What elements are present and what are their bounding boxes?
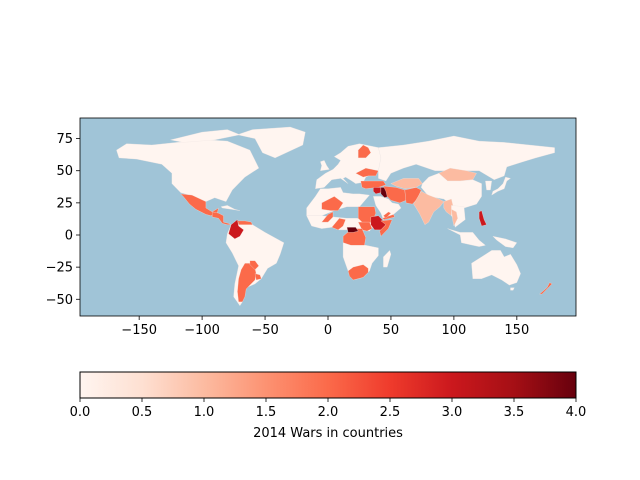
region-thailand: [451, 209, 458, 227]
colorbar-label: 2014 Wars in countries: [253, 426, 403, 441]
colorbar-tick-label: 0.5: [132, 405, 153, 420]
colorbar-tick-label: 4.0: [566, 405, 587, 420]
region-yemen: [381, 214, 395, 220]
x-tick-label: −100: [184, 323, 220, 338]
region-philippines: [478, 210, 487, 227]
y-tick-label: −50: [46, 293, 73, 308]
x-tick-label: −50: [251, 323, 278, 338]
region-south-africa: [347, 264, 369, 281]
colorbar-tick-label: 1.0: [194, 405, 215, 420]
region-madagascar: [383, 250, 392, 268]
region-yemen-small: [383, 211, 392, 219]
region-india: [413, 191, 445, 225]
region-somalia: [379, 219, 393, 237]
colorbar-tick-label: 0.0: [70, 405, 91, 420]
region-car-region: [346, 227, 359, 233]
region-british-isles: [320, 160, 330, 171]
y-tick-label: 75: [56, 132, 73, 147]
region-mali-region: [321, 211, 334, 223]
colorbar-tick-label: 2.0: [318, 405, 339, 420]
region-colombia: [228, 219, 244, 240]
map-regions: [116, 126, 555, 306]
region-new-zealand: [539, 282, 553, 295]
region-nigeria-region: [331, 218, 346, 231]
region-arabia: [373, 196, 402, 220]
region-paraguay: [249, 260, 259, 270]
x-tick-label: −150: [121, 323, 157, 338]
region-iran: [383, 185, 407, 204]
region-australia: [471, 250, 521, 286]
y-tick-label: 25: [56, 196, 73, 211]
region-russia-asia: [378, 135, 555, 182]
colorbar-tick-label: 2.5: [380, 405, 401, 420]
region-new-guinea: [492, 236, 518, 249]
y-tick-label: 0: [65, 229, 73, 244]
x-tick-label: 150: [504, 323, 529, 338]
x-tick-label: 50: [383, 323, 400, 338]
y-tick-label: −25: [46, 261, 73, 276]
region-libya: [321, 196, 344, 211]
region-tasmania: [510, 287, 515, 291]
region-canadian-arctic: [170, 129, 241, 143]
region-malaysia-indonesia: [447, 228, 486, 247]
y-tick-label: 50: [56, 164, 73, 179]
region-korea: [485, 180, 492, 191]
region-ukraine: [355, 167, 379, 178]
region-turkey-region: [373, 187, 382, 195]
region-ukraine-caucasus: [360, 180, 387, 189]
colorbar-axis: 0.0 0.5 1.0 1.5 2.0 2.5 3.0 3.5 4.0: [70, 398, 587, 420]
x-axis: −150 −100 −50 0 50 100 150: [121, 316, 529, 338]
region-greenland: [236, 126, 306, 159]
region-cuba-caribbean: [220, 205, 240, 211]
region-uruguay: [254, 273, 262, 281]
region-japan: [491, 176, 511, 196]
colorbar: [79, 371, 577, 399]
colorbar-tick-label: 3.0: [442, 405, 463, 420]
x-tick-label: 100: [441, 323, 466, 338]
region-scandinavia-region: [358, 144, 371, 159]
x-tick-label: 0: [324, 323, 332, 338]
y-axis: 75 50 25 0 −25 −50: [46, 132, 80, 308]
colorbar-tick-label: 3.5: [504, 405, 525, 420]
region-central-asia: [390, 178, 423, 189]
colorbar-tick-label: 1.5: [256, 405, 277, 420]
